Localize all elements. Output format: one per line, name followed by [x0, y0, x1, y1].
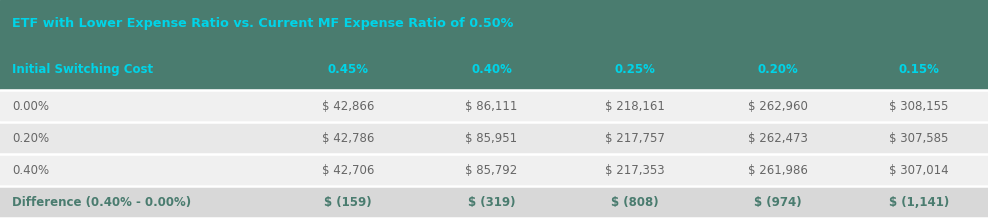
Bar — [0, 154, 988, 186]
Text: $ 85,792: $ 85,792 — [465, 164, 518, 177]
Text: $ 262,960: $ 262,960 — [748, 100, 808, 113]
Text: ETF with Lower Expense Ratio vs. Current MF Expense Ratio of 0.50%: ETF with Lower Expense Ratio vs. Current… — [12, 17, 513, 31]
Bar — [0, 122, 988, 154]
Text: $ 218,161: $ 218,161 — [605, 100, 665, 113]
Text: Initial Switching Cost: Initial Switching Cost — [12, 63, 153, 76]
Text: $ 308,155: $ 308,155 — [889, 100, 948, 113]
Bar — [0, 0, 988, 48]
Text: $ 307,585: $ 307,585 — [889, 132, 948, 145]
Text: $ 217,353: $ 217,353 — [605, 164, 665, 177]
Text: 0.20%: 0.20% — [12, 132, 49, 145]
Text: Difference (0.40% - 0.00%): Difference (0.40% - 0.00%) — [12, 196, 191, 209]
Text: $ 261,986: $ 261,986 — [748, 164, 808, 177]
Text: $ (159): $ (159) — [324, 196, 372, 209]
Text: $ 42,706: $ 42,706 — [322, 164, 374, 177]
Text: $ 42,866: $ 42,866 — [322, 100, 374, 113]
Text: $ 42,786: $ 42,786 — [322, 132, 374, 145]
Text: $ 307,014: $ 307,014 — [889, 164, 948, 177]
Bar — [0, 186, 988, 218]
Text: $ (319): $ (319) — [467, 196, 516, 209]
Text: $ 86,111: $ 86,111 — [465, 100, 518, 113]
Text: 0.40%: 0.40% — [12, 164, 49, 177]
Text: $ 85,951: $ 85,951 — [465, 132, 518, 145]
Text: 0.20%: 0.20% — [758, 63, 798, 76]
Text: $ (1,141): $ (1,141) — [889, 196, 948, 209]
Text: 0.15%: 0.15% — [898, 63, 940, 76]
Text: $ 217,757: $ 217,757 — [605, 132, 665, 145]
Text: $ (974): $ (974) — [754, 196, 802, 209]
Bar — [0, 48, 988, 90]
Text: 0.00%: 0.00% — [12, 100, 48, 113]
Text: 0.40%: 0.40% — [471, 63, 512, 76]
Bar — [0, 90, 988, 122]
Text: $ 262,473: $ 262,473 — [748, 132, 808, 145]
Text: 0.25%: 0.25% — [615, 63, 655, 76]
Text: $ (808): $ (808) — [611, 196, 659, 209]
Text: 0.45%: 0.45% — [328, 63, 369, 76]
